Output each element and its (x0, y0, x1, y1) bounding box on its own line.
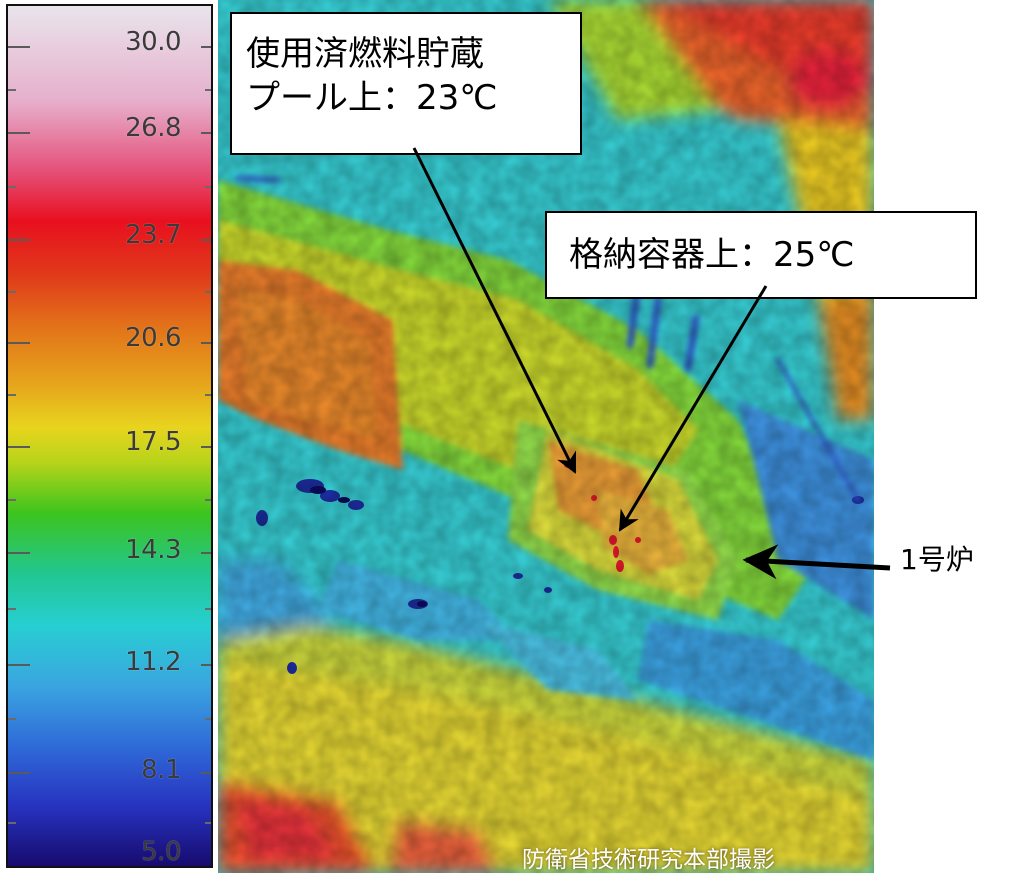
scale-label: 11.2 (125, 647, 181, 677)
spent-fuel-pool-callout: 使用済燃料貯蔵 プール上：23℃ (230, 12, 582, 155)
scale-minor-tick (8, 186, 16, 188)
scale-label: 26.8 (125, 113, 181, 143)
scale-minor-tick (205, 608, 211, 610)
scale-tick (8, 46, 30, 48)
spent-fuel-pool-label-line1: 使用済燃料貯蔵 (246, 34, 484, 74)
scale-minor-tick (8, 394, 16, 396)
scale-minor-tick (205, 394, 211, 396)
scale-tick (201, 132, 211, 134)
scale-tick (8, 772, 30, 774)
scale-minor-tick (8, 718, 16, 720)
scale-label: 30.0 (125, 27, 181, 57)
scale-tick (8, 664, 30, 666)
scale-minor-tick (205, 89, 211, 91)
scale-tick (201, 446, 211, 448)
scale-label: 8.1 (141, 755, 181, 785)
scale-minor-tick (205, 718, 211, 720)
unit-1-label: 1号炉 (900, 543, 974, 576)
scale-minor-tick (205, 186, 211, 188)
containment-vessel-callout: 格納容器上：25℃ (545, 211, 977, 299)
scale-minor-tick (8, 499, 16, 501)
scale-tick (8, 239, 30, 241)
scale-label: 20.6 (125, 323, 181, 353)
scale-label: 23.7 (125, 220, 181, 250)
scale-tick (8, 342, 30, 344)
spent-fuel-pool-label-line2: プール上：23℃ (246, 78, 498, 118)
scale-tick (8, 552, 30, 554)
scale-minor-tick (8, 822, 16, 824)
scale-tick (201, 552, 211, 554)
scale-minor-tick (8, 608, 16, 610)
scale-tick (8, 446, 30, 448)
scale-label: 5.0 (141, 837, 181, 867)
scale-minor-tick (8, 89, 16, 91)
photo-credit: 防衛省技術研究本部撮影 (522, 847, 775, 873)
scale-tick (201, 46, 211, 48)
scale-minor-tick (205, 822, 211, 824)
scale-tick (201, 239, 211, 241)
scale-minor-tick (205, 291, 211, 293)
scale-tick (201, 664, 211, 666)
scale-tick (201, 342, 211, 344)
scale-minor-tick (8, 291, 16, 293)
scale-minor-tick (205, 499, 211, 501)
scale-label: 14.3 (125, 535, 181, 565)
temperature-color-scale: 30.0 26.8 23.7 20.6 17.5 14.3 11.2 8.1 5… (6, 4, 213, 868)
scale-tick (8, 132, 30, 134)
scale-label: 17.5 (125, 427, 181, 457)
scale-tick (201, 772, 211, 774)
